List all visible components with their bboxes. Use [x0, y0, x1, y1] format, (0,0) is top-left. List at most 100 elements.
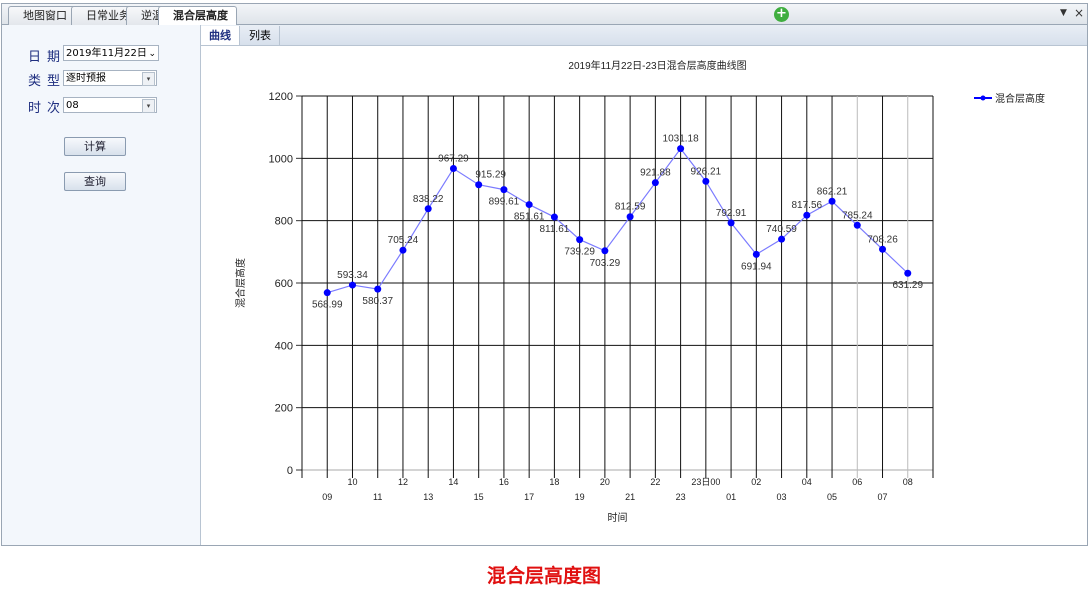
- x-tick-label: 04: [802, 477, 812, 487]
- data-label: 740.59: [766, 224, 797, 235]
- date-label: 日期: [28, 50, 67, 65]
- data-label: 812.59: [615, 202, 646, 213]
- x-tick-label: 19: [575, 492, 585, 502]
- tab-mixing-layer[interactable]: 混合层高度: [158, 6, 237, 26]
- data-point: [374, 285, 382, 293]
- x-tick-label: 14: [448, 477, 458, 487]
- data-point: [803, 211, 811, 219]
- x-tick-label: 18: [549, 477, 559, 487]
- x-tick-label: 03: [777, 492, 787, 502]
- data-point: [752, 250, 760, 258]
- x-tick-label: 15: [474, 492, 484, 502]
- chevron-down-icon[interactable]: ⌄: [148, 49, 156, 59]
- data-label: 568.99: [312, 300, 343, 311]
- date-value: 2019年11月22日: [66, 48, 147, 59]
- data-label: 967.29: [438, 154, 469, 165]
- data-point: [828, 197, 836, 205]
- y-tick-label: 600: [275, 278, 293, 290]
- tab-map-window[interactable]: 地图窗口: [8, 6, 76, 25]
- data-label: 915.29: [475, 170, 506, 181]
- data-point: [525, 201, 533, 209]
- data-label: 792.91: [716, 208, 747, 219]
- date-picker[interactable]: 2019年11月22日 ⌄: [63, 45, 159, 61]
- data-label: 691.94: [741, 261, 772, 272]
- data-point: [500, 186, 508, 194]
- legend-marker: [980, 95, 986, 101]
- x-tick-label: 10: [347, 477, 357, 487]
- dropdown-arrow-icon[interactable]: ▼: [1060, 8, 1067, 18]
- x-tick-label: 16: [499, 477, 509, 487]
- close-icon[interactable]: ×: [1074, 6, 1085, 20]
- x-tick-label: 08: [903, 477, 913, 487]
- time-label: 时次: [28, 101, 67, 116]
- data-label: 921.88: [640, 168, 671, 179]
- x-tick-label: 11: [373, 492, 382, 502]
- y-tick-label: 200: [275, 403, 293, 415]
- data-point: [550, 213, 558, 221]
- data-label: 1031.18: [663, 134, 700, 145]
- type-select[interactable]: 逐时预报 ▾: [63, 70, 157, 86]
- x-tick-label: 23日00: [691, 477, 720, 487]
- x-tick-label: 17: [524, 492, 534, 502]
- y-tick-label: 1000: [269, 153, 293, 165]
- query-button[interactable]: 查询: [64, 172, 126, 191]
- mixing-layer-chart: 2019年11月22日-23日混合层高度曲线图 0 200 400 600 800 1000…: [234, 59, 1045, 524]
- x-tick-label: 20: [600, 477, 610, 487]
- x-tick-label: 23: [676, 492, 686, 502]
- data-point: [626, 213, 634, 221]
- data-label: 838.22: [413, 194, 444, 205]
- y-tick-label: 0: [287, 465, 293, 477]
- tab-daily-business[interactable]: 日常业务: [71, 6, 139, 25]
- data-label: 708.26: [867, 234, 898, 245]
- tab-curve[interactable]: 曲线: [201, 26, 240, 45]
- tab-bar: 地图窗口 日常业务 逆温 混合层高度 + ▼ ×: [2, 4, 1087, 26]
- data-point: [727, 219, 735, 227]
- data-label: 817.56: [792, 200, 823, 211]
- plus-circle-icon[interactable]: +: [774, 7, 789, 22]
- data-point: [677, 145, 685, 153]
- x-tick-label: 02: [751, 477, 761, 487]
- content-tabs: 曲线 列表: [201, 25, 1087, 46]
- data-point: [879, 245, 887, 253]
- data-point: [702, 177, 710, 185]
- y-tick-label: 800: [275, 216, 293, 228]
- data-label: 631.29: [892, 280, 923, 291]
- x-tick-label: 07: [878, 492, 888, 502]
- x-tick-label: 05: [827, 492, 837, 502]
- query-panel: 日期 2019年11月22日 ⌄ 类型 逐时预报 ▾ 时次 08 ▾ 计算 查询: [2, 25, 201, 545]
- x-tick-label: 22: [650, 477, 660, 487]
- app-window: 地图窗口 日常业务 逆温 混合层高度 + ▼ × 日期 2019年11月22日 ⌄…: [1, 3, 1088, 546]
- data-point: [399, 246, 407, 254]
- dropdown-arrow-icon[interactable]: ▾: [142, 72, 155, 86]
- tab-list[interactable]: 列表: [241, 26, 280, 45]
- x-tick-label: 09: [322, 492, 332, 502]
- dropdown-arrow-icon[interactable]: ▾: [142, 99, 155, 113]
- time-value: 08: [66, 100, 79, 111]
- legend-label: 混合层高度: [995, 92, 1045, 105]
- data-point: [424, 205, 432, 213]
- y-tick-label: 400: [275, 340, 293, 352]
- data-point: [475, 181, 483, 189]
- y-axis-label: 混合层高度: [234, 258, 247, 308]
- data-point: [576, 236, 584, 244]
- x-tick-label: 01: [726, 492, 736, 502]
- data-point: [853, 221, 861, 229]
- x-tick-label: 21: [625, 492, 635, 502]
- data-label: 811.61: [539, 224, 569, 235]
- data-point: [348, 281, 356, 289]
- data-label: 705.24: [388, 235, 419, 246]
- chart-title: 2019年11月22日-23日混合层高度曲线图: [568, 59, 746, 72]
- data-point: [323, 289, 331, 297]
- type-value: 逐时预报: [66, 73, 106, 84]
- x-tick-label: 13: [423, 492, 433, 502]
- y-tick-label: 1200: [269, 91, 293, 103]
- compute-button[interactable]: 计算: [64, 137, 126, 156]
- data-label: 785.24: [842, 210, 873, 221]
- data-label: 899.61: [489, 197, 520, 208]
- time-select[interactable]: 08 ▾: [63, 97, 157, 113]
- type-label: 类型: [28, 74, 67, 89]
- data-label: 851.61: [514, 212, 545, 223]
- data-label: 862.21: [817, 186, 848, 197]
- series-line: [327, 147, 909, 294]
- data-point: [651, 179, 659, 187]
